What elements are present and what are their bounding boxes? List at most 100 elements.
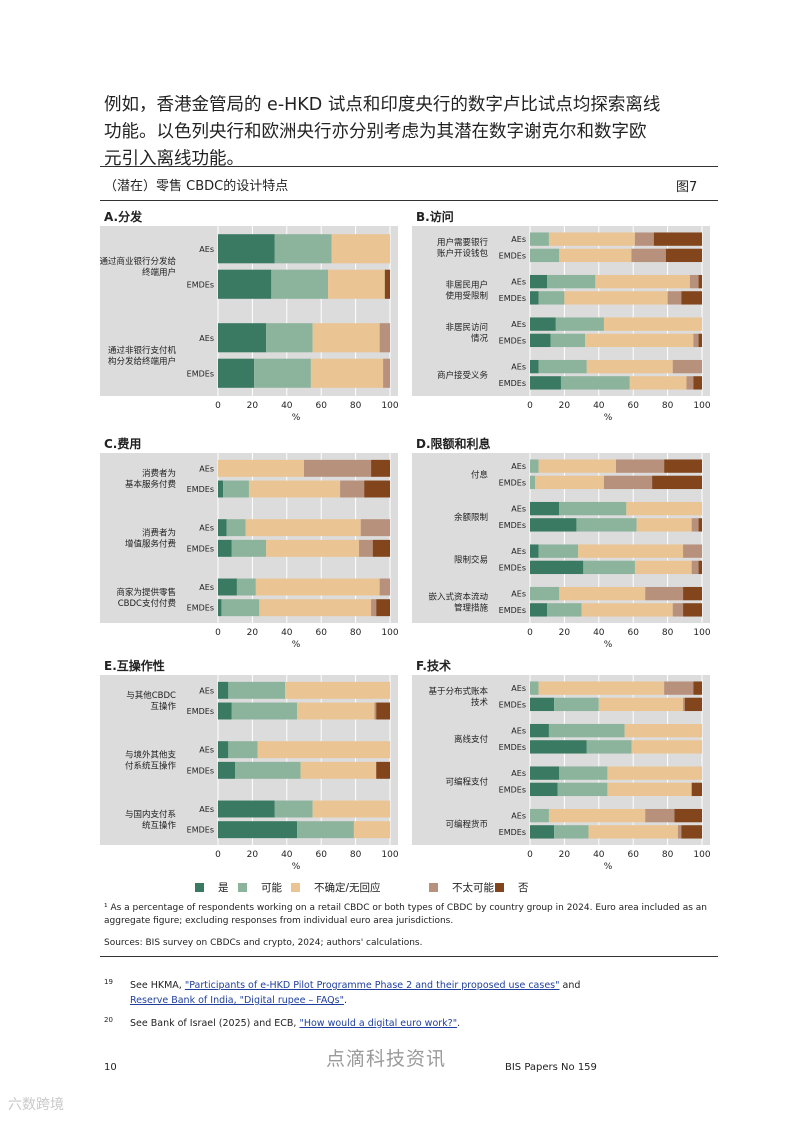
bar-segment-maybe — [583, 560, 635, 575]
legend-label: 可能 — [261, 882, 282, 894]
footnote-suffix: . — [457, 1018, 461, 1029]
bar-segment-unsure — [586, 359, 673, 374]
intro-line: 元引入离线功能。 — [104, 149, 244, 169]
legend-label: 不太可能 — [452, 882, 494, 894]
bar-segment-maybe — [555, 317, 604, 331]
intro-line: 例如，香港金管局的 e-HKD 试点和印度央行的数字卢比试点均探索离线 — [104, 95, 661, 115]
bar-segment-no — [376, 599, 390, 617]
bar-segment-unlikely — [634, 232, 654, 246]
bar-segment-maybe — [548, 723, 625, 738]
bar-segment-maybe — [530, 475, 536, 490]
hkma-link[interactable]: "Participants of e-HKD Pilot Programme P… — [184, 980, 560, 991]
bar-segment-yes — [530, 782, 558, 797]
footnote-text: See Bank of Israel (2025) and ECB, "How … — [130, 1016, 690, 1031]
row-label: EMDEs — [187, 544, 214, 553]
row-label: AEs — [511, 235, 526, 244]
x-tick-label: 100 — [381, 850, 398, 860]
group-label: 消费者为 — [142, 528, 176, 539]
bar-segment-unsure — [624, 723, 702, 738]
group-label: 增值服务付费 — [125, 539, 177, 550]
bar-segment-maybe — [530, 232, 549, 246]
bar-segment-unsure — [245, 519, 361, 537]
row-label: EMDEs — [187, 707, 214, 716]
bar-segment-yes — [530, 544, 539, 558]
row-label: AEs — [511, 547, 526, 556]
x-tick-label: 60 — [315, 401, 327, 411]
row-label: AEs — [199, 524, 214, 533]
bar-segment-unsure — [255, 578, 380, 596]
intro-line: 功能。以色列央行和欧洲央行亦分别考虑为其潜在数字谢克尔和数字欧 — [104, 122, 647, 142]
group-label: 情况 — [471, 333, 489, 344]
legend-item-no: 否 — [495, 880, 529, 895]
group-label: 嵌入式资本流动 — [428, 591, 488, 602]
bar-segment-maybe — [228, 741, 258, 759]
legend-item-yes: 是 — [195, 880, 229, 895]
row-label: AEs — [511, 363, 526, 372]
legend-label: 不确定/无回应 — [314, 882, 381, 894]
bar-segment-unsure — [634, 560, 692, 575]
bar-segment-yes — [218, 269, 272, 299]
bar-segment-maybe — [266, 323, 313, 353]
footnote-text: See HKMA, "Participants of e-HKD Pilot P… — [130, 978, 690, 1008]
bar-segment-unlikely — [664, 681, 694, 695]
bar-segment-yes — [530, 291, 539, 305]
legend-swatch — [195, 883, 204, 892]
group-label: 与其他CBDC — [126, 690, 176, 701]
ecb-link[interactable]: "How would a digital euro work?" — [299, 1018, 458, 1029]
bar-segment-unlikely — [667, 291, 682, 305]
legend-swatch — [429, 883, 438, 892]
bar-segment-maybe — [271, 269, 329, 299]
x-tick-label: 0 — [527, 628, 533, 638]
bar-segment-unlikely — [686, 376, 694, 390]
bar-segment-yes — [530, 333, 551, 348]
row-label: AEs — [511, 769, 526, 778]
bar-segment-maybe — [538, 291, 565, 305]
x-axis-label: % — [292, 640, 301, 650]
row-label: EMDEs — [187, 766, 214, 775]
x-tick-label: 0 — [215, 628, 221, 638]
bar-segment-unsure — [631, 740, 702, 754]
bar-segment-maybe — [530, 681, 539, 695]
footnote-prefix: See Bank of Israel (2025) and ECB, — [130, 1018, 300, 1029]
bar-segment-unsure — [588, 825, 678, 839]
row-label: AEs — [511, 462, 526, 471]
footnote-19: 19 See HKMA, "Participants of e-HKD Pilo… — [104, 978, 704, 1012]
bar-segment-no — [683, 586, 702, 601]
bar-segment-yes — [218, 234, 275, 264]
row-label: AEs — [511, 505, 526, 514]
row-label: EMDEs — [499, 700, 526, 709]
bar-segment-unlikely — [379, 323, 390, 353]
row-label: EMDEs — [499, 478, 526, 487]
logo-watermark: 六数跨境 — [8, 1097, 64, 1113]
bar-segment-maybe — [236, 578, 256, 596]
row-label: EMDEs — [187, 485, 214, 494]
bar-segment-unsure — [585, 333, 694, 348]
bar-segment-maybe — [557, 782, 608, 797]
bar-segment-maybe — [221, 599, 260, 617]
x-axis-label: % — [604, 862, 613, 872]
footnote-suffix: . — [343, 995, 348, 1006]
rbi-link[interactable]: Reserve Bank of India, "Digital rupee – … — [130, 995, 344, 1006]
bar-segment-unsure — [328, 269, 385, 299]
bar-segment-maybe — [547, 603, 582, 617]
bar-segment-unsure — [538, 681, 665, 695]
bar-segment-unsure — [300, 761, 377, 779]
x-tick-label: 80 — [350, 401, 362, 411]
bar-segment-maybe — [538, 544, 579, 558]
bar-segment-unlikely — [603, 475, 653, 490]
bar-segment-yes — [530, 560, 584, 575]
x-tick-label: 60 — [627, 850, 639, 860]
x-tick-label: 40 — [593, 401, 605, 411]
divider — [100, 166, 718, 167]
legend-item-unlikely: 不太可能 — [429, 880, 494, 895]
group-label: 终端用户 — [142, 267, 176, 278]
bar-segment-maybe — [223, 480, 249, 498]
group-label: 离线支付 — [454, 734, 489, 745]
bar-segment-yes — [218, 578, 237, 596]
bar-segment-maybe — [554, 697, 599, 712]
group-label: 可编程货币 — [445, 819, 488, 830]
bar-segment-yes — [530, 697, 555, 712]
row-label: AEs — [199, 583, 214, 592]
bar-segment-unlikely — [645, 808, 675, 823]
